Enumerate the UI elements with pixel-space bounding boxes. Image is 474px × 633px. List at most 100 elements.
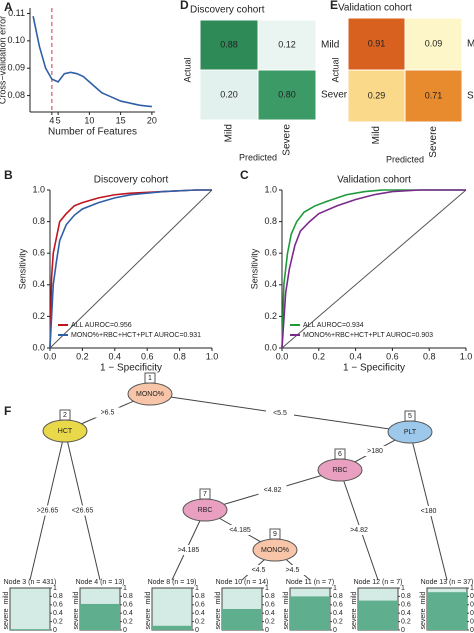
leaf-tick-label: 0.2 <box>333 618 343 625</box>
roc-curve <box>281 189 466 349</box>
node-label: HCT <box>58 428 73 435</box>
node-id-box <box>199 488 211 500</box>
leaf-tick-label: 0 <box>401 627 405 633</box>
leaf-tick-label: 0.8 <box>53 593 63 600</box>
leaf-title: Node 12 (n = 7) <box>354 579 403 586</box>
cell-label: 0.71 <box>425 90 443 100</box>
edge-label-bg <box>226 525 254 535</box>
leaf-class: severe <box>283 608 290 629</box>
line-series <box>32 16 152 108</box>
leaf-tick-label: 0.6 <box>401 602 411 609</box>
leaf-tick-label: 0.6 <box>470 602 474 609</box>
y-tick-label: 0.2 <box>264 311 277 321</box>
leaf-title: Node 11 (n = 7) <box>286 579 334 586</box>
heatmap-cell <box>257 69 317 121</box>
legend-label: MONO%+RBC+HCT+PLT AUROC=0.903 <box>303 332 433 339</box>
leaf-class: mild <box>283 591 290 604</box>
y-axis-label: Actual <box>182 57 192 82</box>
cell-label: 0.09 <box>425 38 443 48</box>
edge-label: <4.5 <box>252 567 266 574</box>
row-label: Severe <box>467 91 474 102</box>
edge-label: >26.65 <box>37 507 59 514</box>
leaf-tick-label: 0.4 <box>123 610 133 617</box>
x-tick-label: 0.6 <box>141 351 154 361</box>
x-tick-label: 1.0 <box>206 351 219 361</box>
y-axis-label: Sensitivity <box>249 248 259 289</box>
x-tick-label: 15 <box>116 115 126 125</box>
col-label: Mild <box>224 124 235 142</box>
edge-label-bg <box>361 446 389 456</box>
y-tick-label: 0.09 <box>7 63 25 73</box>
leaf-class: mild <box>215 591 222 604</box>
heatmap-cell <box>404 17 463 71</box>
cell-label: 0.20 <box>220 89 238 99</box>
x-tick-label: 5 <box>56 115 61 125</box>
y-tick-label: 0.2 <box>32 311 45 321</box>
heatmap-cell <box>347 69 406 123</box>
y-tick-label: 0.8 <box>32 216 45 226</box>
leaf-tick-label: 0.2 <box>470 618 474 625</box>
leaf-class: severe <box>351 608 358 629</box>
leaf-class: severe <box>420 608 427 629</box>
edge-label: <4.82 <box>264 487 282 494</box>
edge-label-bg <box>174 545 203 555</box>
leaf-box <box>151 587 193 631</box>
x-tick-label: 0.4 <box>109 351 122 361</box>
edge-label: >4.82 <box>350 527 368 534</box>
col-label: Severe <box>282 124 293 156</box>
y-tick-label: 0.6 <box>264 248 277 258</box>
x-tick-label: 0.8 <box>423 351 436 361</box>
leaf-bar <box>222 609 262 630</box>
node-id-box <box>144 372 156 384</box>
leaf-bar <box>10 629 50 630</box>
leaf-title: Node 10 (n = 14) <box>216 579 269 586</box>
leaf-title: Node 3 (n = 431) <box>4 579 57 586</box>
node-label: MONO% <box>136 391 164 398</box>
node-id: 2 <box>63 412 67 419</box>
leaf-title: Node 8 (n = 19) <box>148 579 197 586</box>
node-id-box <box>269 528 281 540</box>
leaf-box <box>9 587 51 631</box>
leaf-tick-label: 1 <box>401 585 405 592</box>
cell-label: 0.91 <box>368 38 386 48</box>
leaf-tick-label: 0 <box>470 627 474 633</box>
leaf-tick-label: 1 <box>123 585 127 592</box>
node-id: 7 <box>203 491 207 498</box>
leaf-tick-label: 0.6 <box>53 602 63 609</box>
node-label: RBC <box>333 467 348 474</box>
leaf-tick-label: 0 <box>53 627 57 633</box>
x-tick-label: 0.6 <box>386 351 399 361</box>
edge-label-bg <box>93 407 122 418</box>
leaf-tick-label: 0.8 <box>123 593 133 600</box>
leaf-tick-label: 0 <box>195 627 199 633</box>
cell-label: 0.88 <box>220 39 238 49</box>
y-tick-label: 0.0 <box>264 342 277 352</box>
leaf-tick-label: 0.2 <box>265 618 275 625</box>
node-id: 9 <box>273 531 277 538</box>
x-axis-label: 1 − Specificity <box>343 363 405 374</box>
leaf-title: Node 13 (n = 37) <box>421 579 474 586</box>
x-tick-label: 0.4 <box>349 351 362 361</box>
leaf-tick-label: 0.6 <box>333 602 343 609</box>
edge-label-bg <box>345 525 373 535</box>
diagonal <box>49 189 213 349</box>
x-tick-label: 20 <box>147 115 157 125</box>
cell-label: 0.80 <box>278 89 296 99</box>
leaf-bar <box>290 596 330 630</box>
row-label: Mild <box>321 40 339 51</box>
x-tick-label: 4 <box>49 115 54 125</box>
panel-letter: F <box>4 404 11 418</box>
node-id-box <box>334 448 346 460</box>
roc-curve <box>281 189 466 349</box>
leaf-tick-label: 0 <box>333 627 337 633</box>
leaf-tick-label: 0.4 <box>53 610 63 617</box>
node-id-box <box>59 409 71 421</box>
edge-label-bg <box>244 565 273 575</box>
node-id: 1 <box>148 375 152 382</box>
leaf-tick-label: 0.8 <box>333 593 343 600</box>
leaf-tick-label: 0.6 <box>123 602 133 609</box>
edge-label: >6.5 <box>101 409 115 416</box>
node-id: 6 <box>338 451 342 458</box>
x-axis-label: Predicted <box>386 154 424 164</box>
